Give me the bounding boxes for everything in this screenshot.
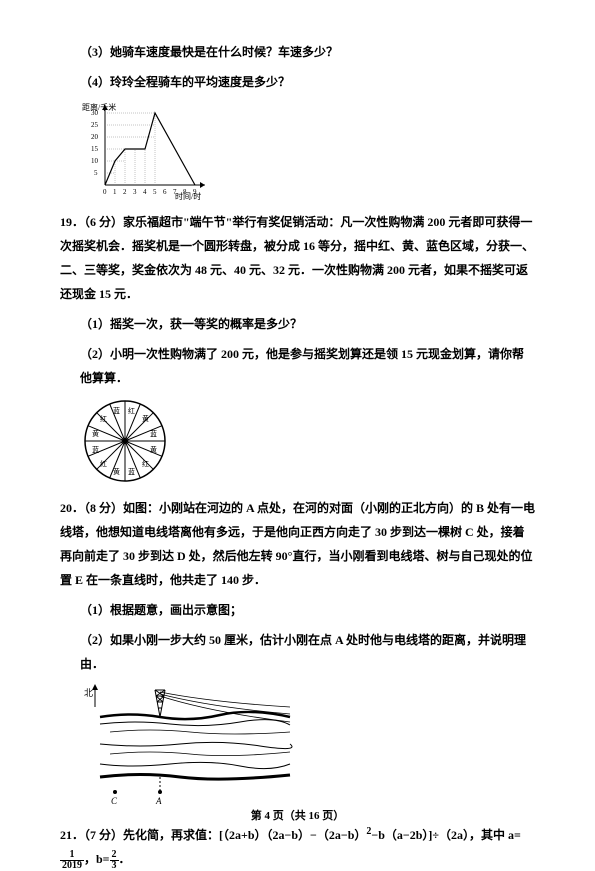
svg-text:蓝: 蓝 (113, 406, 120, 415)
q19-sub1: （1）摇奖一次，获一等奖的概率是多少？ (80, 312, 535, 336)
q19-main: 19．（6 分）家乐福超市"端午节"举行有奖促销活动：凡一次性购物满 200 元… (60, 210, 535, 306)
svg-text:蓝: 蓝 (150, 429, 157, 438)
svg-text:30: 30 (91, 109, 99, 117)
svg-text:黄: 黄 (113, 467, 120, 476)
q20-sub2: （2）如果小刚一步大约 50 厘米，估计小刚在点 A 处时他与电线塔的距离，并说… (80, 628, 535, 676)
svg-text:北: 北 (84, 688, 93, 698)
q21-end: ． (119, 852, 131, 866)
svg-text:1: 1 (113, 188, 117, 196)
svg-text:红: 红 (100, 459, 107, 468)
svg-text:5: 5 (153, 188, 157, 196)
svg-text:黄: 黄 (92, 429, 99, 438)
q21-frac-a: 12019 (60, 850, 84, 871)
q20-main: 20．（8 分）如图：小刚站在河边的 A 点处，在河的对面（小刚的正北方向）的 … (60, 496, 535, 592)
ylabel-top: 距离/千米 (82, 102, 116, 112)
svg-text:黄: 黄 (142, 414, 149, 423)
page-footer: 第 4 页（共 16 页） (0, 805, 595, 827)
svg-text:红: 红 (100, 414, 107, 423)
svg-text:红: 红 (128, 406, 135, 415)
svg-text:15: 15 (91, 145, 99, 153)
svg-text:黄: 黄 (150, 445, 157, 454)
svg-text:蓝: 蓝 (128, 467, 135, 476)
q20-figure: 北 A C (80, 682, 535, 812)
svg-text:2: 2 (123, 188, 127, 196)
q19-sub2: （2）小明一次性购物满了 200 元，他是参与摇奖划算还是领 15 元现金划算，… (80, 342, 535, 390)
q21-main: 21．（7 分）先化简，再求值：[（2a+b）（2a−b）−（2a−b）2−b（… (60, 822, 535, 871)
q20-sub1: （1）根据题意，画出示意图； (80, 598, 535, 622)
q21-mid: −b（a−2b）]÷（2a），其中 a= (371, 828, 520, 842)
svg-text:红: 红 (142, 459, 149, 468)
svg-text:5: 5 (94, 169, 98, 177)
q18-sub4: （4）玲玲全程骑车的平均速度是多少？ (80, 70, 535, 94)
q18-sub3: （3）她骑车速度最快是在什么时候？车速多少？ (80, 40, 535, 64)
svg-text:0: 0 (103, 188, 107, 196)
svg-text:20: 20 (91, 133, 99, 141)
svg-text:6: 6 (163, 188, 167, 196)
svg-text:3: 3 (133, 188, 137, 196)
svg-text:时间/时: 时间/时 (175, 191, 201, 200)
svg-text:4: 4 (143, 188, 147, 196)
svg-text:蓝: 蓝 (92, 445, 99, 454)
q21-frac-b: 23 (110, 850, 119, 871)
svg-text:10: 10 (91, 157, 99, 165)
q21-prefix: 21．（7 分）先化简，再求值：[（2a+b）（2a−b）−（2a−b） (60, 828, 366, 842)
q19-wheel: 红 黄 蓝 黄 红 蓝 黄 红 蓝 黄 红 蓝 (80, 396, 535, 486)
q21-between: ，b= (84, 852, 110, 866)
svg-text:25: 25 (91, 121, 99, 129)
q18-chart: 距离/千米 5 10 15 20 25 30 0 1 2 3 4 5 6 7 8… (80, 100, 535, 200)
